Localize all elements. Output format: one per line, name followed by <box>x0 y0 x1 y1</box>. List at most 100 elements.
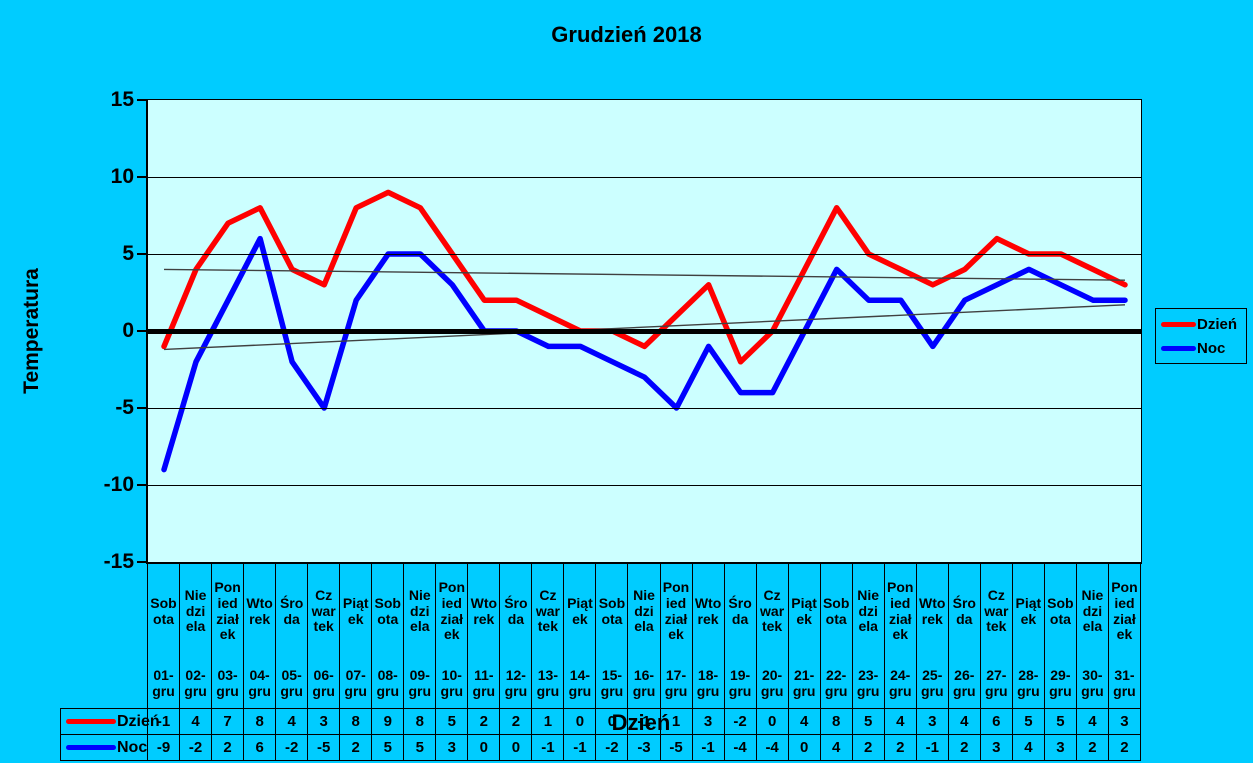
table-value-cell: -1 <box>532 735 565 760</box>
day-name-label: Niedziela <box>408 586 431 635</box>
legend: Dzień Noc <box>1155 308 1247 364</box>
date-label: 29-gru <box>1049 666 1072 699</box>
x-label-column: Poniedziałek 31-gru <box>1109 564 1141 708</box>
date-label: 28-gru <box>1017 666 1040 699</box>
series-key-line <box>66 745 116 750</box>
x-label-column: Piątek 28-gru <box>1013 564 1045 708</box>
table-value-cell: 2 <box>340 735 373 760</box>
y-axis-tick-mark <box>137 99 146 101</box>
x-label-column: Poniedziałek 24-gru <box>885 564 917 708</box>
x-label-column: Środa 19-gru <box>725 564 757 708</box>
date-label: 16-gru <box>632 666 656 699</box>
table-series-key: Dzień <box>61 709 160 734</box>
table-value-cell: -3 <box>628 735 661 760</box>
date-label: 05-gru <box>280 666 303 699</box>
day-name-label: Środa <box>728 594 752 627</box>
table-value-cell: 3 <box>693 709 725 734</box>
y-axis-tick-label: -15 <box>103 550 134 573</box>
legend-label: Noc <box>1197 339 1226 357</box>
table-value-cell: -5 <box>308 735 341 760</box>
y-axis-tick-label: -5 <box>115 396 134 419</box>
series-key-label: Dzień <box>117 712 160 730</box>
day-name-label: Sobota <box>374 594 401 627</box>
y-axis-tick-mark <box>137 176 146 178</box>
table-value-cell: 5 <box>372 735 405 760</box>
table-value-cell: 4 <box>949 709 981 734</box>
x-label-column: Sobota 15-gru <box>596 564 629 708</box>
x-label-column: Środa 26-gru <box>949 564 981 708</box>
x-axis-title: Dzień <box>611 710 671 735</box>
table-value-cell: 7 <box>212 709 245 734</box>
table-value-cell: 4 <box>1013 735 1045 760</box>
table-value-cell: 0 <box>757 709 789 734</box>
table-value-cell: 2 <box>1109 735 1141 760</box>
x-label-column: Wtorek 11-gru <box>468 564 501 708</box>
y-axis-tick-mark <box>137 407 146 409</box>
day-name-label: Poniedziałek <box>887 579 914 643</box>
x-label-column: Wtorek 25-gru <box>917 564 949 708</box>
x-label-column: Wtorek 18-gru <box>693 564 725 708</box>
x-label-column: Środa 12-gru <box>500 564 533 708</box>
x-label-column: Niedziela 23-gru <box>853 564 885 708</box>
table-value-cell: 3 <box>436 735 469 760</box>
date-label: 08-gru <box>376 666 400 699</box>
date-label: 30-gru <box>1081 666 1104 699</box>
day-name-label: Środa <box>952 594 976 627</box>
table-value-cell: 2 <box>1077 735 1109 760</box>
date-label: 31-gru <box>1113 666 1136 699</box>
table-value-cell: -4 <box>725 735 757 760</box>
date-label: 12-gru <box>504 666 528 699</box>
table-value-cell: 5 <box>404 735 437 760</box>
data-table: Dzień -1 4 7 8 4 3 8 9 8 5 2 2 1 0 0 -1 1 3 -2 0 4 8 5 4 3 4 6 5 5 4 3 N… <box>60 708 1141 761</box>
date-label: 18-gru <box>696 666 720 699</box>
day-name-label: Sobota <box>822 594 850 627</box>
table-value-cell: 8 <box>244 709 277 734</box>
date-label: 27-gru <box>985 666 1008 699</box>
y-axis-tick-label: 15 <box>110 88 134 111</box>
x-label-column: Czwartek 06-gru <box>308 564 341 708</box>
y-axis-tick-label: 0 <box>122 319 134 342</box>
day-name-label: Sobota <box>150 594 177 627</box>
y-axis-tick-mark <box>137 330 146 332</box>
table-value-cell: 2 <box>853 735 885 760</box>
day-name-label: Wtorek <box>470 594 498 627</box>
x-label-column: Poniedziałek 03-gru <box>212 564 245 708</box>
day-name-label: Czwartek <box>760 586 785 635</box>
table-value-cell: 4 <box>789 709 821 734</box>
date-label: 17-gru <box>664 666 688 699</box>
legend-entry-1: Noc <box>1156 340 1246 357</box>
date-label: 20-gru <box>760 666 784 699</box>
gridline <box>148 485 1141 486</box>
series-line-0 <box>161 189 1128 365</box>
zero-gridline <box>148 329 1141 334</box>
x-label-column: Piątek 14-gru <box>564 564 597 708</box>
table-row-0: Dzień -1 4 7 8 4 3 8 9 8 5 2 2 1 0 0 -1 1 3 -2 0 4 8 5 4 3 4 6 5 5 4 3 <box>61 709 1141 735</box>
y-axis-tick-label: 10 <box>110 165 134 188</box>
x-label-column: Czwartek 27-gru <box>981 564 1013 708</box>
date-label: 02-gru <box>184 666 207 699</box>
day-name-label: Piątek <box>567 594 593 627</box>
day-name-label: Niedziela <box>633 586 655 635</box>
day-name-label: Wtorek <box>246 594 273 627</box>
table-value-cell: 3 <box>917 709 949 734</box>
plot-area <box>146 99 1142 564</box>
date-label: 01-gru <box>152 666 175 699</box>
table-value-cell: 5 <box>853 709 885 734</box>
table-value-cell: 3 <box>308 709 341 734</box>
day-name-label: Niedziela <box>184 586 207 635</box>
x-label-column: Czwartek 20-gru <box>757 564 789 708</box>
day-name-label: Poniedziałek <box>438 579 466 643</box>
x-label-column: Niedziela 02-gru <box>180 564 213 708</box>
table-value-cell: -1 <box>693 735 725 760</box>
x-label-column: Wtorek 04-gru <box>244 564 277 708</box>
table-value-cell: 2 <box>949 735 981 760</box>
table-value-cell: 1 <box>661 709 693 734</box>
day-name-label: Piątek <box>1015 594 1042 627</box>
date-label: 23-gru <box>856 666 880 699</box>
table-value-cell: 2 <box>212 735 245 760</box>
x-label-column: Piątek 21-gru <box>789 564 821 708</box>
date-label: 06-gru <box>312 666 335 699</box>
date-label: 26-gru <box>953 666 976 699</box>
date-label: 07-gru <box>344 666 367 699</box>
